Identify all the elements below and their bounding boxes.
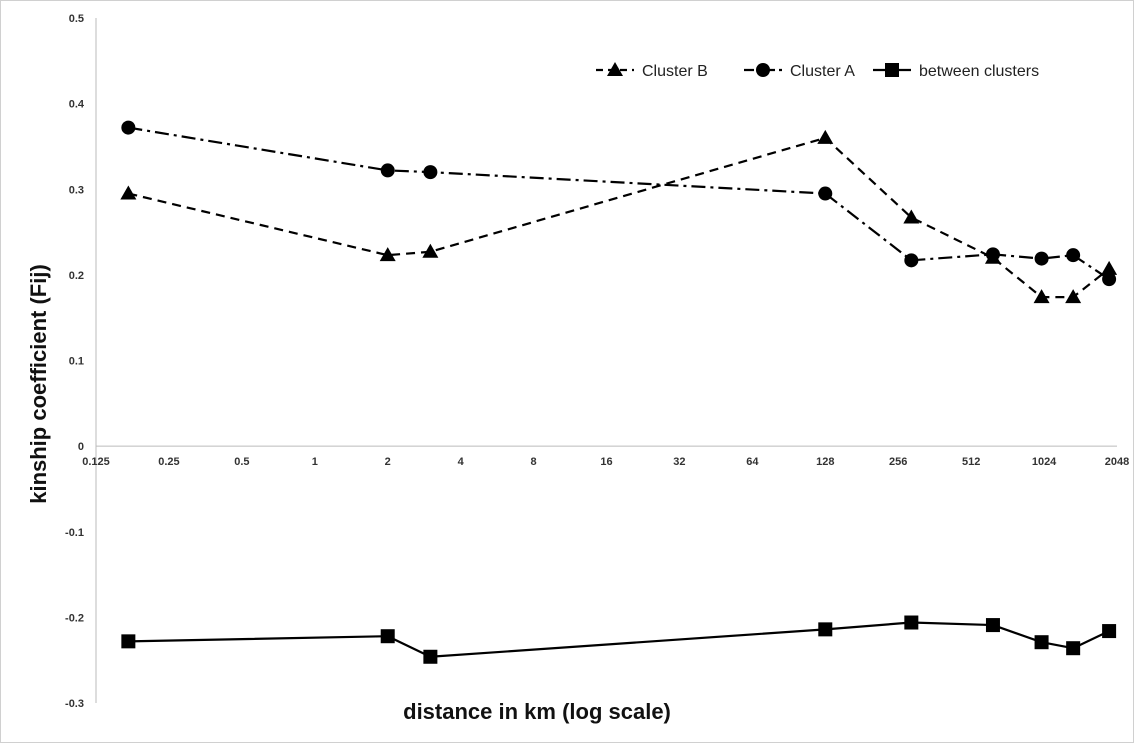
- legend-label: between clusters: [919, 63, 1039, 80]
- y-axis-label: kinship coefficient (Fij): [26, 264, 51, 504]
- y-tick-label: 0.5: [69, 13, 84, 25]
- data-point-square: [380, 629, 395, 644]
- y-axis: 0.5 0.4 0.3 0.2 0.1 0 -0.1 -0.2 -0.3: [65, 13, 97, 710]
- series-line: [128, 136, 1110, 299]
- x-tick-label: 16: [600, 456, 612, 468]
- legend-marker-circle: [756, 63, 770, 77]
- y-tick-label: -0.2: [65, 612, 84, 624]
- data-point-circle: [121, 120, 136, 135]
- data-point-triangle: [903, 209, 920, 224]
- x-tick-label: 0.5: [234, 456, 249, 468]
- data-point-triangle: [379, 247, 396, 262]
- x-tick-label: 0.25: [158, 456, 179, 468]
- series-line: [128, 621, 1110, 658]
- data-point-circle: [380, 163, 395, 178]
- x-tick-label: 256: [889, 456, 907, 468]
- y-tick-label: 0.1: [69, 356, 84, 368]
- legend-label: Cluster A: [790, 63, 855, 80]
- data-point-triangle: [1033, 289, 1050, 304]
- legend-item: between clusters: [873, 63, 1039, 80]
- y-tick-label: -0.3: [65, 698, 84, 710]
- x-tick-label: 512: [962, 456, 980, 468]
- data-point-triangle: [1065, 289, 1082, 304]
- data-point-square: [121, 634, 136, 649]
- data-point-square: [1034, 635, 1049, 650]
- x-tick-label: 2048: [1105, 456, 1129, 468]
- series-line: [128, 126, 1110, 281]
- y-tick-label: 0.4: [69, 99, 85, 111]
- x-tick-label: 1024: [1032, 456, 1057, 468]
- data-point-triangle: [1101, 260, 1118, 275]
- x-tick-label: 32: [673, 456, 685, 468]
- legend-item: Cluster A: [744, 63, 855, 80]
- data-point-circle: [985, 247, 1000, 262]
- series-cluster-a: [121, 120, 1117, 287]
- x-axis: 0.125 0.25 0.5 1 2 4 8 16 32 64 128 256 512 1024 2048: [82, 445, 1129, 468]
- data-point-circle: [1034, 251, 1049, 266]
- legend-marker-triangle: [607, 62, 623, 76]
- series-layer: [120, 120, 1118, 664]
- x-tick-label: 1: [312, 456, 318, 468]
- x-tick-label: 4: [458, 456, 465, 468]
- y-tick-label: 0: [78, 441, 84, 453]
- data-point-square: [818, 622, 833, 637]
- y-tick-label: -0.1: [65, 527, 84, 539]
- data-point-circle: [904, 253, 919, 268]
- data-point-circle: [1066, 248, 1081, 263]
- data-point-square: [985, 618, 1000, 633]
- x-axis-label: distance in km (log scale): [403, 699, 671, 724]
- legend: Cluster B Cluster A between clusters: [596, 62, 1039, 80]
- x-tick-label: 128: [816, 456, 834, 468]
- data-point-square: [1102, 624, 1117, 639]
- data-point-square: [423, 649, 438, 664]
- x-tick-label: 64: [746, 456, 759, 468]
- data-point-triangle: [422, 243, 439, 258]
- data-point-circle: [818, 186, 833, 201]
- x-tick-label: 8: [531, 456, 537, 468]
- y-tick-label: 0.2: [69, 270, 84, 282]
- data-point-triangle: [120, 185, 137, 200]
- series-cluster-b: [120, 129, 1118, 304]
- y-tick-label: 0.3: [69, 184, 84, 196]
- data-point-triangle: [817, 129, 834, 144]
- data-point-square: [904, 615, 919, 630]
- series-between-clusters: [121, 615, 1117, 664]
- data-point-circle: [423, 165, 438, 180]
- data-point-circle: [1102, 272, 1117, 287]
- data-point-square: [1066, 641, 1081, 656]
- legend-marker-square: [885, 63, 899, 77]
- x-tick-label: 2: [385, 456, 391, 468]
- legend-item: Cluster B: [596, 62, 708, 80]
- legend-label: Cluster B: [642, 63, 708, 80]
- x-tick-label: 0.125: [82, 456, 110, 468]
